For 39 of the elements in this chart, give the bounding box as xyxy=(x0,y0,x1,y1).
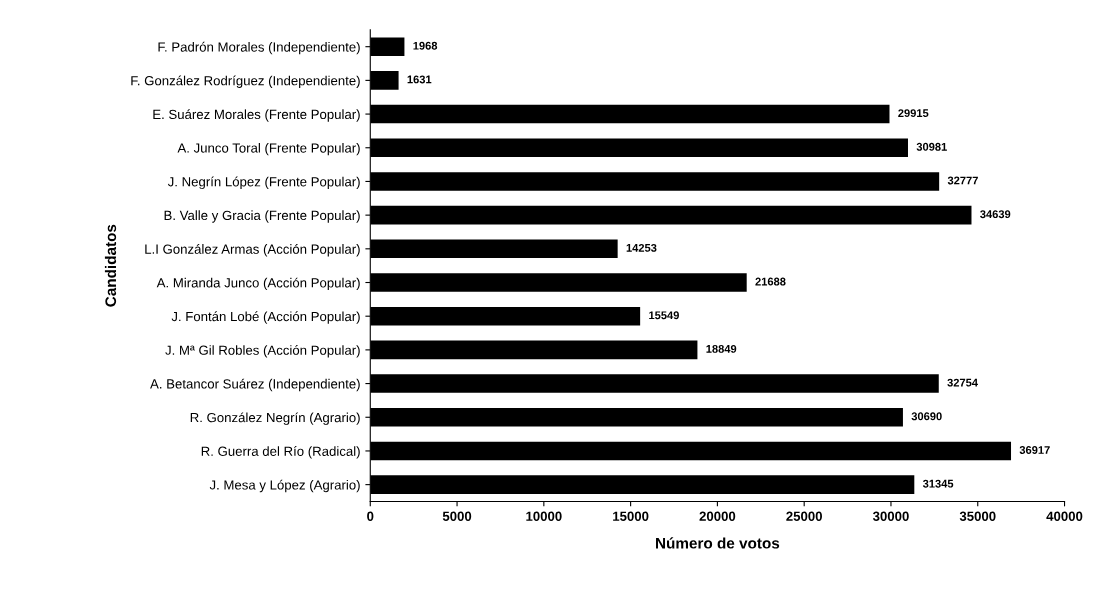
x-tick-label: 40000 xyxy=(1046,511,1083,521)
y-tick-label: F. González Rodríguez (Independiente) xyxy=(131,75,360,88)
x-tick-label: 25000 xyxy=(786,511,822,521)
y-tick-label: L.I González Armas (Acción Popular) xyxy=(145,243,360,257)
y-tick-label: A. Junco Toral (Frente Popular) xyxy=(177,142,360,156)
x-tick-label: 30000 xyxy=(872,511,909,521)
y-tick-label: A. Miranda Junco (Acción Popular) xyxy=(156,277,360,291)
data-label: 31345 xyxy=(922,479,954,488)
data-label: 14253 xyxy=(626,243,657,252)
y-tick-label: J. Mesa y López (Agrario) xyxy=(209,479,360,493)
y-tick-label: J. Negrín López (Frente Popular) xyxy=(167,176,360,190)
x-tick-label: 20000 xyxy=(699,511,736,521)
x-axis-title: Número de votos xyxy=(656,537,780,549)
data-label: 34639 xyxy=(980,210,1011,219)
y-tick-label: F. Padrón Morales (Independiente) xyxy=(158,41,360,55)
y-tick-label: J. Mª Gil Robles (Acción Popular) xyxy=(165,345,360,358)
data-label: 29915 xyxy=(898,109,929,118)
data-label: 32754 xyxy=(947,378,978,387)
data-label: 30981 xyxy=(916,142,947,151)
data-label: 15549 xyxy=(649,311,679,320)
x-tick-label: 0 xyxy=(367,511,374,521)
y-tick-label: A. Betancor Suárez (Independiente) xyxy=(150,378,360,392)
y-tick-label: J. Fontán Lobé (Acción Popular) xyxy=(171,311,360,324)
data-label: 1631 xyxy=(407,75,432,84)
y-tick-label: B. Valle y Gracia (Frente Popular) xyxy=(164,210,360,223)
y-tick-label: E. Suárez Morales (Frente Popular) xyxy=(153,109,360,122)
data-label: 30690 xyxy=(911,412,942,421)
data-label: 32777 xyxy=(947,176,978,185)
x-tick-label: 5000 xyxy=(442,511,472,521)
data-label: 36917 xyxy=(1019,446,1050,454)
y-tick-label: R. González Negrín (Agrario) xyxy=(190,412,360,425)
data-label: 21688 xyxy=(755,277,786,286)
y-tick-label: R. Guerra del Río (Radical) xyxy=(201,446,360,459)
data-label: 1968 xyxy=(413,41,438,50)
x-tick-label: 15000 xyxy=(613,511,649,521)
data-label: 18849 xyxy=(706,345,737,353)
y-axis-title: Candidatos xyxy=(104,224,117,307)
x-tick-label: 10000 xyxy=(526,511,562,521)
x-tick-label: 35000 xyxy=(959,511,996,521)
